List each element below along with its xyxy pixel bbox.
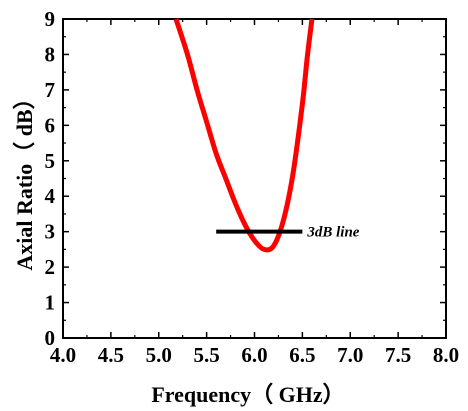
- reference-line-group: 3dB line: [216, 225, 360, 241]
- y-tick-label: 4: [45, 184, 56, 208]
- y-tick-label: 0: [45, 326, 56, 350]
- y-tick-label: 1: [45, 291, 56, 315]
- y-tick-label: 7: [45, 78, 56, 102]
- y-axis-title: Axial Ratio（ dB）: [12, 87, 37, 270]
- y-tick-label: 8: [45, 42, 56, 66]
- x-tick-label: 6.0: [241, 343, 267, 367]
- x-tick-label: 6.5: [289, 343, 315, 367]
- axial-ratio-curve: [173, 18, 315, 253]
- x-tick-label: 8.0: [433, 343, 459, 367]
- y-tick-label: 5: [45, 149, 56, 173]
- y-tick-label: 6: [45, 113, 56, 137]
- ticks: 4.0 4.5 5.0 5.5 6.0 6.5 7.0 7.5 8.0 0 1 2 3 4 5 6 7 8 9: [45, 7, 460, 367]
- axes: [62, 18, 447, 339]
- reference-line-label: 3dB line: [306, 225, 359, 241]
- x-tick-label: 4.5: [98, 343, 124, 367]
- x-tick-label: 7.0: [337, 343, 363, 367]
- y-tick-label: 2: [45, 255, 56, 279]
- y-tick-label: 9: [45, 7, 56, 31]
- x-tick-label: 7.5: [385, 343, 411, 367]
- x-axis-title: Frequency（ GHz）: [151, 382, 344, 407]
- plot-frame: [62, 18, 447, 339]
- x-tick-label: 4.0: [50, 343, 76, 367]
- series-layer: [173, 18, 315, 253]
- x-tick-label: 5.5: [194, 343, 220, 367]
- y-tick-label: 3: [45, 220, 56, 244]
- x-tick-label: 5.0: [146, 343, 172, 367]
